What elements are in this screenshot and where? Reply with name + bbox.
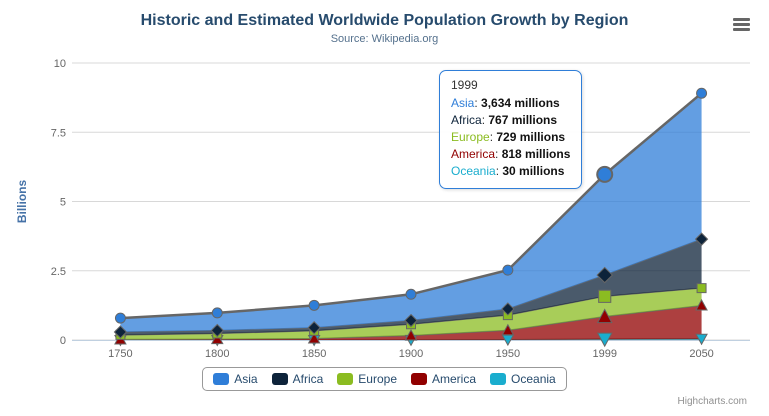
tooltip-row-asia: Asia: 3,634 millions: [451, 95, 570, 112]
tooltip-series-value: 767 millions: [488, 113, 558, 127]
area-series-america[interactable]: [120, 305, 702, 340]
legend-swatch-icon: [337, 373, 354, 385]
y-axis-tick-label: 0: [60, 335, 66, 347]
tooltip-separator: :: [489, 130, 497, 144]
x-axis-tick-label: 1950: [496, 348, 520, 360]
tooltip-separator: :: [481, 113, 489, 127]
legend-swatch-icon: [271, 373, 288, 385]
series-marker-square[interactable]: [696, 283, 707, 294]
series-marker-triangle-down[interactable]: [596, 332, 613, 348]
series-marker-triangle[interactable]: [404, 328, 418, 341]
tooltip-series-value: 3,634 millions: [481, 96, 560, 110]
series-marker-diamond[interactable]: [694, 232, 709, 246]
series-marker-square[interactable]: [598, 289, 612, 303]
y-axis-title: Billions: [15, 180, 29, 224]
y-axis-tick-label: 2.5: [51, 266, 66, 278]
tooltip-separator: :: [495, 164, 503, 178]
tooltip-series-name: Asia: [451, 96, 475, 110]
legend-label: Europe: [358, 372, 397, 386]
legend-swatch-icon: [490, 373, 507, 385]
tooltip-series-name: Europe: [451, 130, 490, 144]
legend-item-africa[interactable]: Africa: [271, 372, 324, 386]
series-marker-diamond[interactable]: [210, 323, 224, 338]
series-marker-triangle[interactable]: [307, 331, 321, 344]
y-axis-tick-label: 10: [54, 58, 66, 70]
tooltip-series-value: 30 millions: [502, 164, 565, 178]
y-axis-tick-label: 7.5: [51, 127, 66, 139]
series-marker-circle[interactable]: [114, 312, 126, 324]
tooltip-row-america: America: 818 millions: [451, 146, 570, 163]
series-marker-triangle[interactable]: [596, 308, 613, 324]
tooltip-series-value: 729 millions: [496, 130, 566, 144]
legend-label: America: [432, 372, 477, 386]
tooltip-series-value: 818 millions: [501, 147, 571, 161]
legend-label: Oceania: [511, 372, 556, 386]
hamburger-bar: [733, 23, 750, 26]
highcharts-credits-link[interactable]: Highcharts.com: [677, 396, 747, 407]
y-axis-tick-label: 5: [60, 197, 66, 209]
x-axis-tick-label: 1750: [108, 348, 132, 360]
series-marker-circle[interactable]: [596, 165, 614, 183]
series-marker-circle[interactable]: [308, 299, 320, 311]
hamburger-bar: [733, 28, 750, 31]
series-marker-triangle-down[interactable]: [695, 333, 708, 346]
series-marker-circle[interactable]: [405, 288, 417, 300]
legend-swatch-icon: [213, 373, 230, 385]
tooltip: 1999 Asia: 3,634 millions Africa: 767 mil…: [439, 70, 583, 189]
legend-label: Africa: [292, 372, 324, 386]
chart-title: Historic and Estimated Worldwide Populat…: [140, 12, 629, 29]
area-series-africa[interactable]: [120, 239, 702, 335]
legend-item-asia[interactable]: Asia: [213, 372, 258, 386]
tooltip-header: 1999: [451, 78, 478, 92]
tooltip-series-name: Africa: [451, 113, 482, 127]
tooltip-separator: :: [474, 96, 482, 110]
series-marker-diamond[interactable]: [501, 302, 515, 316]
series-marker-circle[interactable]: [211, 307, 223, 319]
tooltip-separator: :: [495, 147, 502, 161]
legend-item-oceania[interactable]: Oceania: [490, 372, 556, 386]
x-axis-tick-label: 1900: [399, 348, 423, 360]
series-marker-triangle[interactable]: [695, 298, 708, 311]
series-marker-circle[interactable]: [696, 87, 708, 99]
legend-item-europe[interactable]: Europe: [337, 372, 397, 386]
legend-swatch-icon: [411, 373, 427, 385]
x-axis-tick-label: 1850: [302, 348, 326, 360]
series-marker-diamond[interactable]: [307, 321, 321, 335]
tooltip-row-africa: Africa: 767 millions: [451, 112, 570, 129]
legend-label: Asia: [234, 372, 258, 386]
series-marker-diamond[interactable]: [404, 313, 418, 328]
legend-item-america[interactable]: America: [411, 372, 476, 386]
series-marker-diamond[interactable]: [596, 266, 613, 284]
series-marker-triangle[interactable]: [501, 323, 515, 336]
x-axis-tick-label: 2050: [689, 348, 713, 360]
tooltip-series-name: Oceania: [451, 164, 496, 178]
legend: Asia Africa Europe America Oceania: [0, 367, 769, 391]
x-axis-tick-label: 1800: [205, 348, 229, 360]
hamburger-menu-icon[interactable]: [731, 16, 752, 33]
series-marker-diamond[interactable]: [113, 325, 128, 339]
x-axis-tick-label: 1999: [592, 348, 616, 360]
tooltip-series-name: America: [451, 147, 496, 161]
area-series-asia[interactable]: [120, 93, 702, 332]
series-marker-circle[interactable]: [502, 264, 514, 276]
tooltip-row-europe: Europe: 729 millions: [451, 129, 570, 146]
legend-box: Asia Africa Europe America Oceania: [202, 367, 567, 391]
hamburger-bar: [733, 18, 750, 21]
series-marker-triangle[interactable]: [210, 332, 224, 345]
tooltip-row-oceania: Oceania: 30 millions: [451, 163, 570, 180]
chart-subtitle: Source: Wikipedia.org: [330, 33, 439, 45]
